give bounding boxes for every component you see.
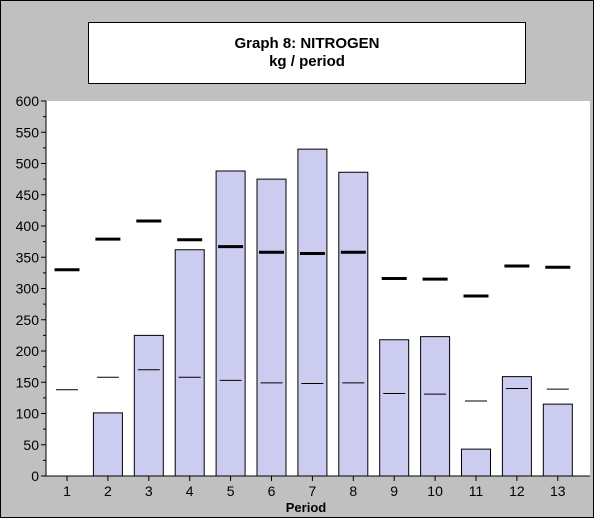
y-tick-label: 450 [16,187,40,203]
bar-4 [174,249,205,477]
y-tick-label: 600 [16,93,40,109]
y-tick-label: 400 [16,218,40,234]
bar-9 [379,339,410,477]
y-tick-label: 350 [16,249,40,265]
y-tick-label: 100 [16,406,40,422]
x-tick-label: 1 [63,483,71,499]
bar-11 [461,448,491,477]
x-axis-label: Period [286,500,327,515]
y-tick-label: 200 [16,343,40,359]
y-tick-label: 150 [16,374,40,390]
bar-7 [297,148,328,477]
x-tick-label: 3 [145,483,153,499]
chart-title-box: Graph 8: NITROGEN kg / period [88,22,526,84]
x-tick-label: 13 [550,483,566,499]
y-tick-label: 550 [16,124,40,140]
x-tick-label: 6 [268,483,276,499]
y-tick-label: 50 [23,437,39,453]
bar-8 [338,171,369,477]
bar-5 [215,170,246,477]
x-tick-label: 11 [469,483,484,499]
x-tick-label: 8 [349,483,357,499]
bar-12 [501,376,532,477]
x-tick-label: 7 [309,483,317,499]
y-tick-label: 0 [31,468,39,484]
chart-subtitle: kg / period [269,53,345,70]
bar-3 [133,334,164,477]
chart-title: Graph 8: NITROGEN [234,35,380,52]
bar-6 [256,178,287,477]
x-tick-label: 10 [427,483,443,499]
bar-10 [420,336,451,477]
y-tick-label: 500 [16,156,40,172]
x-tick-label: 12 [509,483,525,499]
bar-13 [542,403,573,477]
bar-2 [92,412,123,477]
x-tick-label: 5 [227,483,235,499]
x-tick-label: 4 [186,483,194,499]
x-tick-label: 2 [104,483,112,499]
x-tick-label: 9 [390,483,398,499]
y-tick-label: 300 [16,281,40,297]
y-tick-label: 250 [16,312,40,328]
